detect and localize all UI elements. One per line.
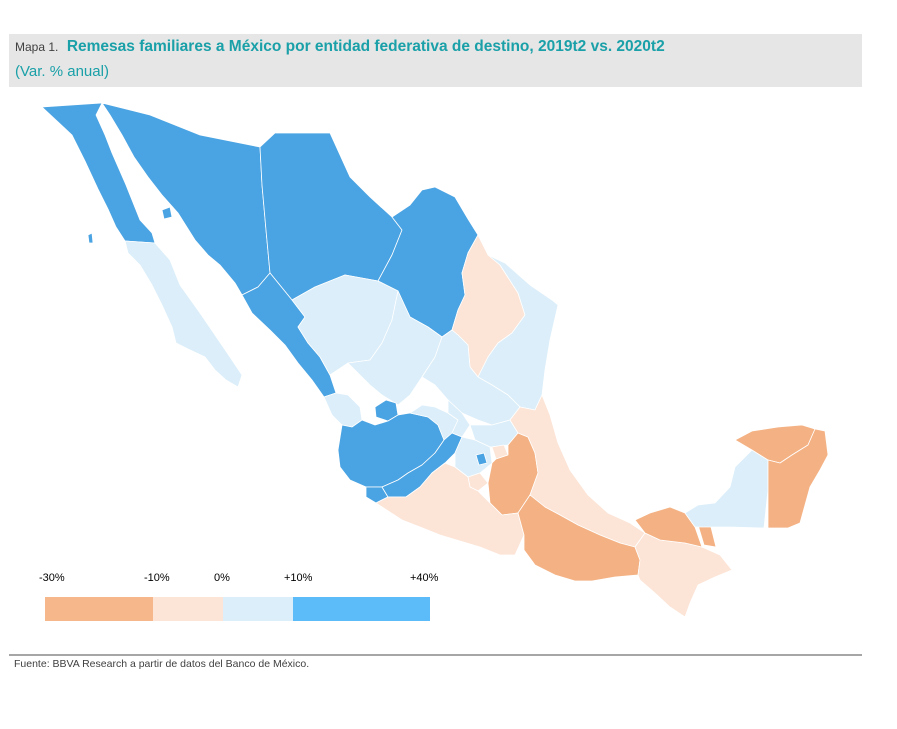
figure-number: Mapa 1. xyxy=(15,40,59,54)
state-guerrero xyxy=(375,462,525,556)
legend-swatch-strong-negative xyxy=(45,597,153,621)
chart-header: Mapa 1. Remesas familiares a México por … xyxy=(9,34,862,87)
title-line: Mapa 1. Remesas familiares a México por … xyxy=(15,38,665,56)
state-chiapas xyxy=(634,532,733,618)
legend-tick-label: 0% xyxy=(214,572,230,584)
state-cdmx xyxy=(475,452,488,466)
legend-swatch-mild-positive xyxy=(223,597,293,621)
footer-divider xyxy=(9,654,862,656)
state-baja-california xyxy=(41,102,156,244)
legend-tick-label: -10% xyxy=(144,572,170,584)
state-nayarit xyxy=(323,392,363,428)
legend-tick-label: +40% xyxy=(410,572,439,584)
island-guadalupe xyxy=(87,232,94,244)
legend-tick-label: +10% xyxy=(284,572,313,584)
legend-swatch-strong-positive xyxy=(293,597,430,621)
state-baja-california-sur xyxy=(124,240,243,388)
legend-tick-label: -30% xyxy=(39,572,65,584)
state-tabasco xyxy=(634,506,703,548)
state-zacatecas xyxy=(347,290,443,406)
state-campeche xyxy=(684,449,769,529)
source-note: Fuente: BBVA Research a partir de datos … xyxy=(14,658,310,670)
state-quintana-roo xyxy=(767,428,829,529)
mexico-choropleth-map xyxy=(41,102,829,618)
state-chihuahua xyxy=(259,132,403,301)
map-title: Remesas familiares a México por entidad … xyxy=(66,38,665,55)
legend-swatch-mild-negative xyxy=(153,597,223,621)
island-tiburon xyxy=(161,206,173,220)
map-subtitle: (Var. % anual) xyxy=(15,63,109,80)
